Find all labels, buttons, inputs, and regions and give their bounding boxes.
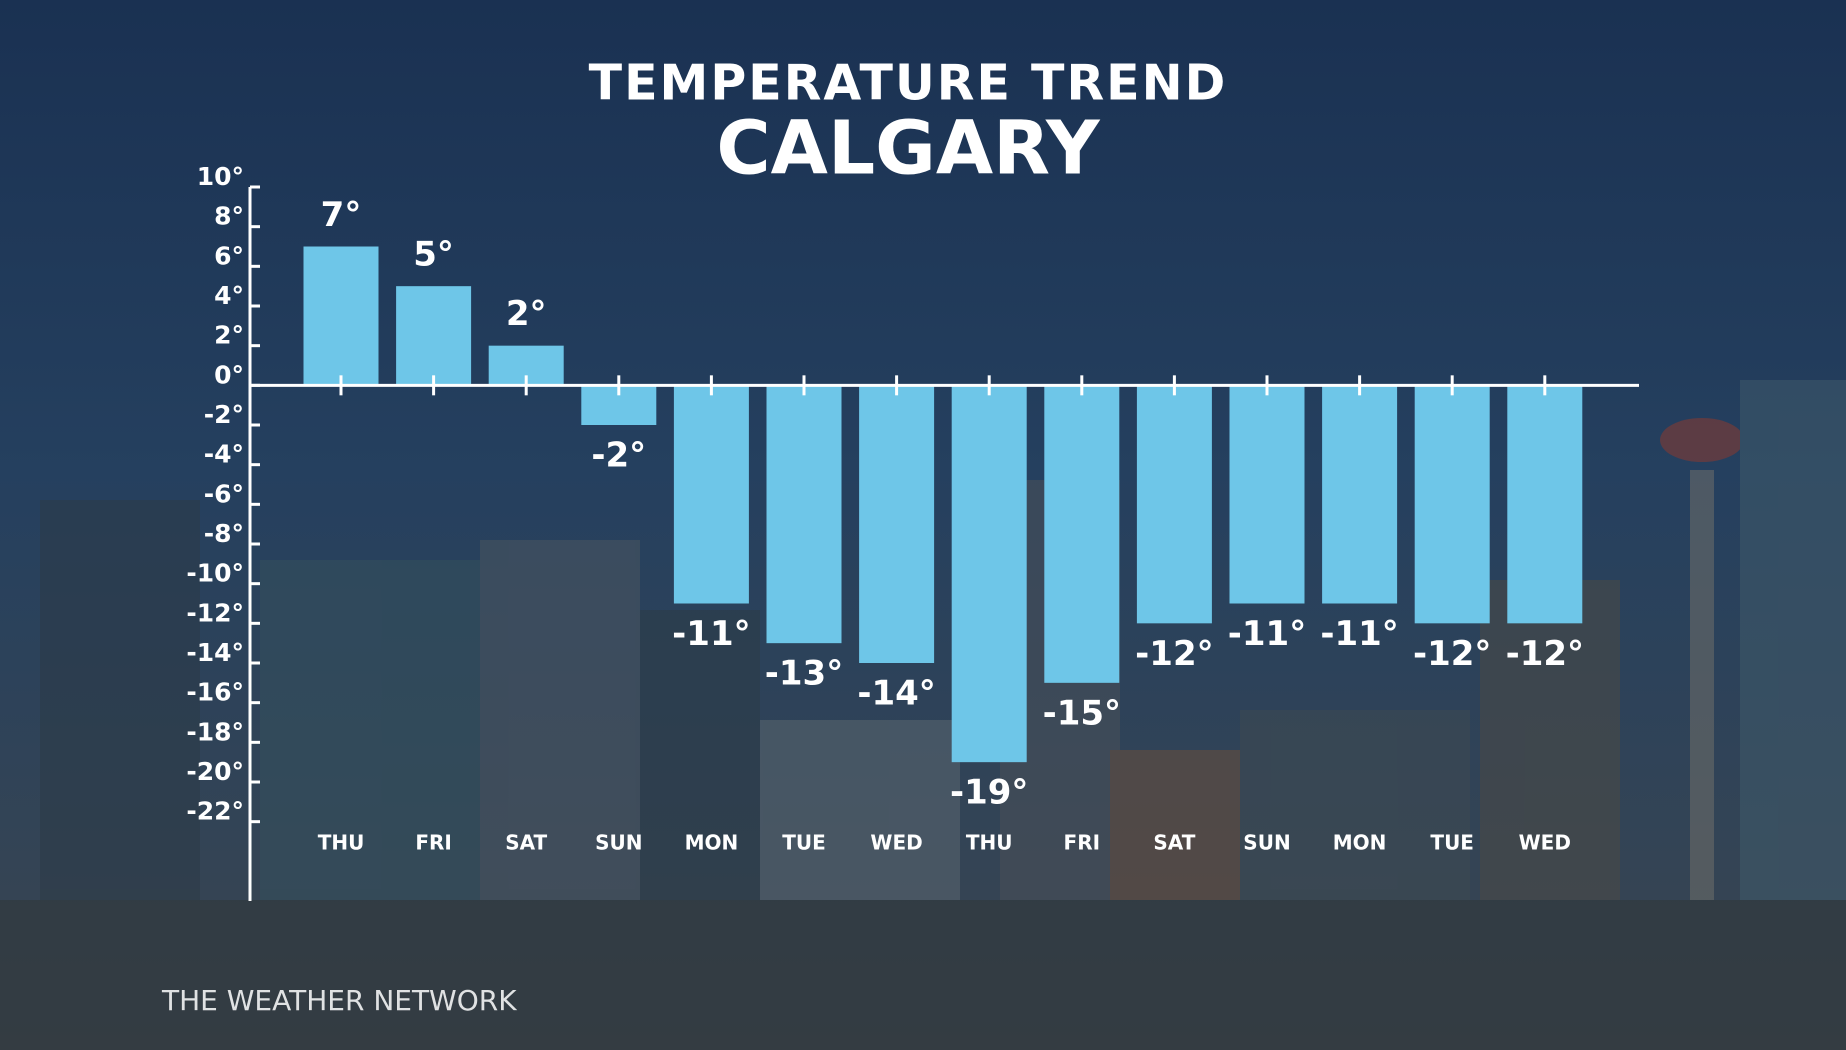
value-label: 5° <box>413 235 454 275</box>
x-tick-label: TUE <box>1430 831 1474 855</box>
value-label: -11° <box>1320 614 1398 654</box>
x-tick-label: WED <box>870 831 922 855</box>
bar <box>1044 385 1120 683</box>
bar <box>766 385 842 644</box>
value-label: -11° <box>672 614 750 654</box>
value-label: -14° <box>857 674 935 714</box>
value-label: -2° <box>591 436 646 476</box>
x-tick-label: SAT <box>505 831 547 855</box>
chart-subtitle: CALGARY <box>716 106 1101 192</box>
y-tick-label: -18° <box>186 717 244 746</box>
city-skyline <box>0 380 1846 1050</box>
bar <box>1322 385 1398 604</box>
bar <box>1414 385 1490 624</box>
x-tick-label: WED <box>1519 831 1571 855</box>
value-label: -15° <box>1043 693 1121 733</box>
y-tick-label: 6° <box>214 241 244 270</box>
x-tick-label: THU <box>966 831 1013 855</box>
y-tick-label: 0° <box>214 360 244 389</box>
chart-title: TEMPERATURE TREND <box>589 55 1228 112</box>
y-tick-label: -10° <box>186 559 244 588</box>
bar <box>303 246 379 386</box>
source-credit: THE WEATHER NETWORK <box>161 984 517 1017</box>
bar <box>396 286 472 386</box>
y-tick-label: -20° <box>186 757 244 786</box>
bar <box>673 385 749 604</box>
bar <box>951 385 1027 763</box>
x-tick-label: FRI <box>1064 831 1101 855</box>
y-tick-label: 4° <box>214 281 244 310</box>
x-tick-label: FRI <box>415 831 452 855</box>
y-tick-label: -14° <box>186 638 244 667</box>
bar <box>1136 385 1212 624</box>
value-label: -13° <box>765 654 843 694</box>
y-tick-label: 2° <box>214 321 244 350</box>
y-tick-label: -6° <box>204 479 244 508</box>
value-label: -12° <box>1506 634 1584 674</box>
x-tick-label: SUN <box>595 831 642 855</box>
y-tick-label: 8° <box>214 202 244 231</box>
y-tick-label: -4° <box>204 440 244 469</box>
bar <box>859 385 935 663</box>
y-tick-label: -16° <box>186 678 244 707</box>
y-tick-label: -22° <box>186 797 244 826</box>
value-label: 7° <box>321 195 362 235</box>
bar <box>1507 385 1583 624</box>
y-tick-label: 10° <box>197 162 244 191</box>
y-tick-label: -12° <box>186 598 244 627</box>
value-label: 2° <box>506 294 547 334</box>
y-tick-label: -8° <box>204 519 244 548</box>
x-tick-label: TUE <box>782 831 826 855</box>
value-label: -12° <box>1135 634 1213 674</box>
value-label: -19° <box>950 773 1028 813</box>
bar <box>1229 385 1305 604</box>
y-tick-label: -2° <box>204 400 244 429</box>
x-tick-label: THU <box>318 831 365 855</box>
x-tick-label: MON <box>685 831 739 855</box>
value-label: -11° <box>1228 614 1306 654</box>
value-label: -12° <box>1413 634 1491 674</box>
x-tick-label: SUN <box>1243 831 1290 855</box>
x-tick-label: SAT <box>1153 831 1195 855</box>
x-tick-label: MON <box>1333 831 1387 855</box>
